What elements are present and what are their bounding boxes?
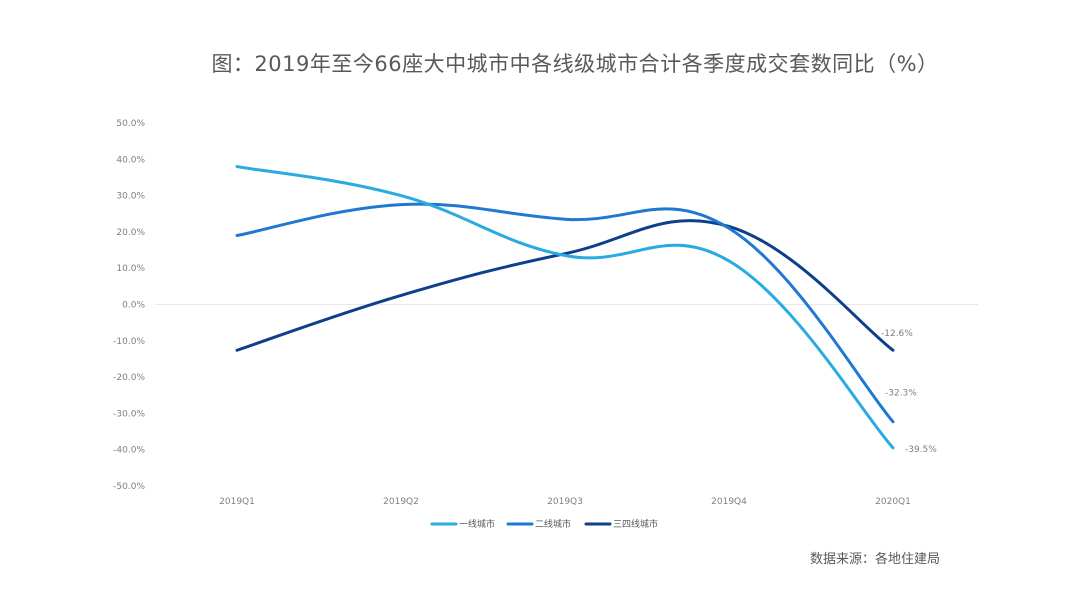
legend-label: 三四线城市 <box>613 518 658 530</box>
y-tick-label: 20.0% <box>116 228 145 238</box>
legend-label: 二线城市 <box>535 518 571 530</box>
series-line <box>235 219 895 352</box>
x-tick-label: 2019Q2 <box>383 497 419 507</box>
x-tick-label: 2019Q3 <box>547 497 583 507</box>
source-note: 数据来源：各地住建局 <box>809 552 940 567</box>
data-label: -12.6% <box>881 329 913 339</box>
x-tick-label: 2019Q4 <box>711 497 747 507</box>
series-line <box>235 202 895 424</box>
y-tick-label: 40.0% <box>116 155 145 165</box>
x-tick-label: 2020Q1 <box>875 497 911 507</box>
y-tick-label: -40.0% <box>113 446 145 456</box>
y-tick-label: 50.0% <box>116 119 145 129</box>
x-tick-label: 2019Q1 <box>219 497 255 507</box>
data-label: -32.3% <box>885 389 917 399</box>
data-label: -39.5% <box>905 445 937 455</box>
chart-title: 图：2019年至今66座大中城市中各线级城市合计各季度成交套数同比（%） <box>211 52 939 76</box>
y-tick-label: 30.0% <box>116 192 145 202</box>
series-line <box>235 165 895 450</box>
y-tick-label: 0.0% <box>122 301 145 311</box>
y-tick-label: -20.0% <box>113 373 145 383</box>
y-tick-label: -50.0% <box>113 482 145 492</box>
y-tick-label: -30.0% <box>113 409 145 419</box>
y-tick-label: 10.0% <box>116 264 145 274</box>
y-tick-label: -10.0% <box>113 337 145 347</box>
legend-label: 一线城市 <box>459 518 495 530</box>
